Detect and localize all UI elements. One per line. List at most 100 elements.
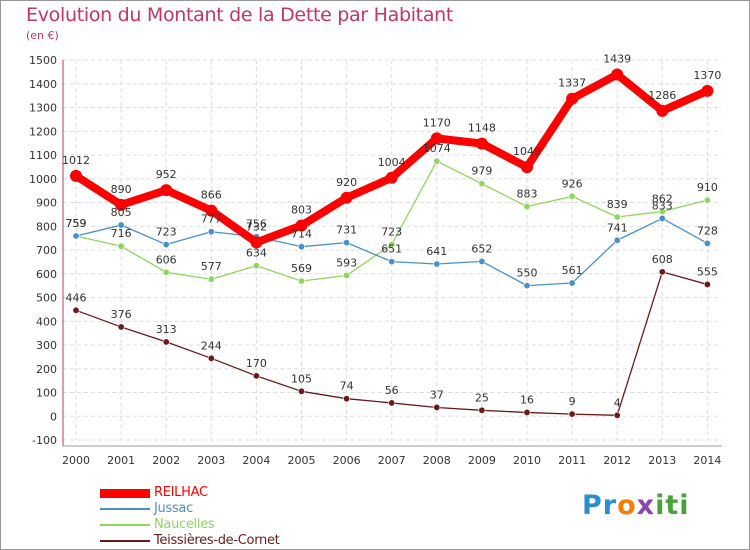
data-point-naucelles	[703, 196, 711, 204]
data-point-reilhac	[385, 171, 398, 184]
data-point-naucelles	[433, 157, 441, 165]
data-label-jussac: 756	[246, 218, 267, 231]
data-point-teissi-res-de-cornet	[478, 406, 486, 414]
data-label-reilhac: 732	[246, 220, 267, 233]
data-label-teissi-res-de-cornet: 313	[156, 323, 177, 336]
data-point-teissi-res-de-cornet	[613, 411, 621, 419]
data-point-reilhac	[430, 132, 443, 145]
data-point-teissi-res-de-cornet	[568, 410, 576, 418]
y-tick-label: 1300	[29, 102, 57, 115]
data-point-teissi-res-de-cornet	[162, 338, 170, 346]
data-point-naucelles	[252, 262, 260, 270]
data-label-jussac: 759	[66, 217, 87, 230]
data-point-reilhac	[566, 92, 579, 105]
legend-label: Jussac	[154, 501, 193, 516]
data-label-naucelles: 577	[201, 260, 222, 273]
data-point-naucelles	[523, 203, 531, 211]
x-tick-label: 2004	[242, 454, 270, 467]
data-point-jussac	[343, 239, 351, 247]
data-point-teissi-res-de-cornet	[433, 403, 441, 411]
y-tick-label: 600	[36, 268, 57, 281]
data-point-teissi-res-de-cornet	[703, 280, 711, 288]
data-label-reilhac: 866	[201, 189, 222, 202]
data-point-reilhac	[656, 104, 669, 117]
data-point-reilhac	[701, 84, 714, 97]
data-point-jussac	[703, 239, 711, 247]
data-label-reilhac: 1370	[693, 69, 721, 82]
data-point-teissi-res-de-cornet	[523, 408, 531, 416]
data-label-jussac: 833	[652, 199, 673, 212]
data-label-teissi-res-de-cornet: 608	[652, 253, 673, 266]
data-label-naucelles: 716	[111, 227, 132, 240]
y-tick-label: 900	[36, 197, 57, 210]
x-tick-label: 2010	[513, 454, 541, 467]
data-label-naucelles: 723	[381, 226, 402, 239]
data-point-reilhac	[295, 219, 308, 232]
data-label-reilhac: 1170	[423, 116, 451, 129]
data-label-naucelles: 839	[607, 198, 628, 211]
data-point-jussac	[297, 243, 305, 251]
data-point-reilhac	[70, 169, 82, 182]
data-label-jussac: 723	[156, 226, 177, 239]
proxiti-logo: Proxiti	[582, 490, 690, 521]
data-label-reilhac: 1286	[648, 89, 676, 102]
legend-swatch	[100, 540, 150, 542]
data-point-reilhac	[205, 204, 218, 217]
data-label-reilhac: 1004	[378, 156, 406, 169]
data-point-naucelles	[613, 213, 621, 221]
data-label-naucelles: 593	[336, 256, 357, 269]
x-tick-label: 2014	[693, 454, 721, 467]
data-label-reilhac: 920	[336, 176, 357, 189]
data-label-jussac: 550	[517, 267, 538, 280]
data-point-teissi-res-de-cornet	[117, 323, 125, 331]
data-point-naucelles	[478, 180, 486, 188]
x-tick-label: 2002	[152, 454, 180, 467]
data-label-teissi-res-de-cornet: 376	[111, 308, 132, 321]
data-point-jussac	[613, 236, 621, 244]
data-label-teissi-res-de-cornet: 74	[340, 380, 354, 393]
data-label-naucelles: 634	[246, 247, 267, 260]
data-label-reilhac: 1012	[62, 154, 90, 167]
x-tick-label: 2012	[603, 454, 631, 467]
legend-label: Teissières-de-Cornet	[154, 533, 280, 548]
data-point-teissi-res-de-cornet	[343, 395, 351, 403]
data-point-jussac	[207, 228, 215, 236]
data-label-naucelles: 910	[697, 181, 718, 194]
data-point-reilhac	[521, 161, 533, 174]
data-label-teissi-res-de-cornet: 56	[385, 384, 399, 397]
x-tick-label: 2000	[62, 454, 90, 467]
y-tick-label: 1200	[29, 125, 57, 138]
data-point-reilhac	[160, 184, 173, 197]
x-tick-label: 2013	[648, 454, 676, 467]
data-point-jussac	[388, 258, 396, 266]
y-tick-label: 300	[36, 339, 57, 352]
y-tick-label: 1000	[29, 173, 57, 186]
data-label-jussac: 652	[471, 242, 492, 255]
data-label-jussac: 651	[381, 243, 402, 256]
data-label-jussac: 805	[111, 206, 132, 219]
data-label-reilhac: 952	[156, 168, 177, 181]
data-label-teissi-res-de-cornet: 446	[66, 291, 87, 304]
data-point-naucelles	[117, 242, 125, 250]
x-tick-label: 2007	[378, 454, 406, 467]
x-tick-label: 2008	[423, 454, 451, 467]
y-tick-label: 500	[36, 292, 57, 305]
data-label-naucelles: 883	[517, 188, 538, 201]
legend-swatch	[100, 488, 150, 498]
data-label-jussac: 728	[697, 224, 718, 237]
data-point-teissi-res-de-cornet	[207, 354, 215, 362]
data-point-naucelles	[658, 208, 666, 216]
x-tick-label: 2006	[333, 454, 361, 467]
data-label-reilhac: 1049	[513, 145, 541, 158]
data-point-jussac	[568, 279, 576, 287]
data-point-teissi-res-de-cornet	[252, 372, 260, 380]
data-label-naucelles: 979	[471, 165, 492, 178]
y-tick-label: 1500	[29, 54, 57, 67]
data-label-teissi-res-de-cornet: 16	[520, 393, 534, 406]
data-label-naucelles: 569	[291, 262, 312, 275]
data-label-naucelles: 606	[156, 253, 177, 266]
data-label-teissi-res-de-cornet: 244	[201, 339, 222, 352]
legend-swatch	[100, 508, 150, 510]
x-tick-label: 2001	[107, 454, 135, 467]
data-point-reilhac	[611, 68, 624, 81]
